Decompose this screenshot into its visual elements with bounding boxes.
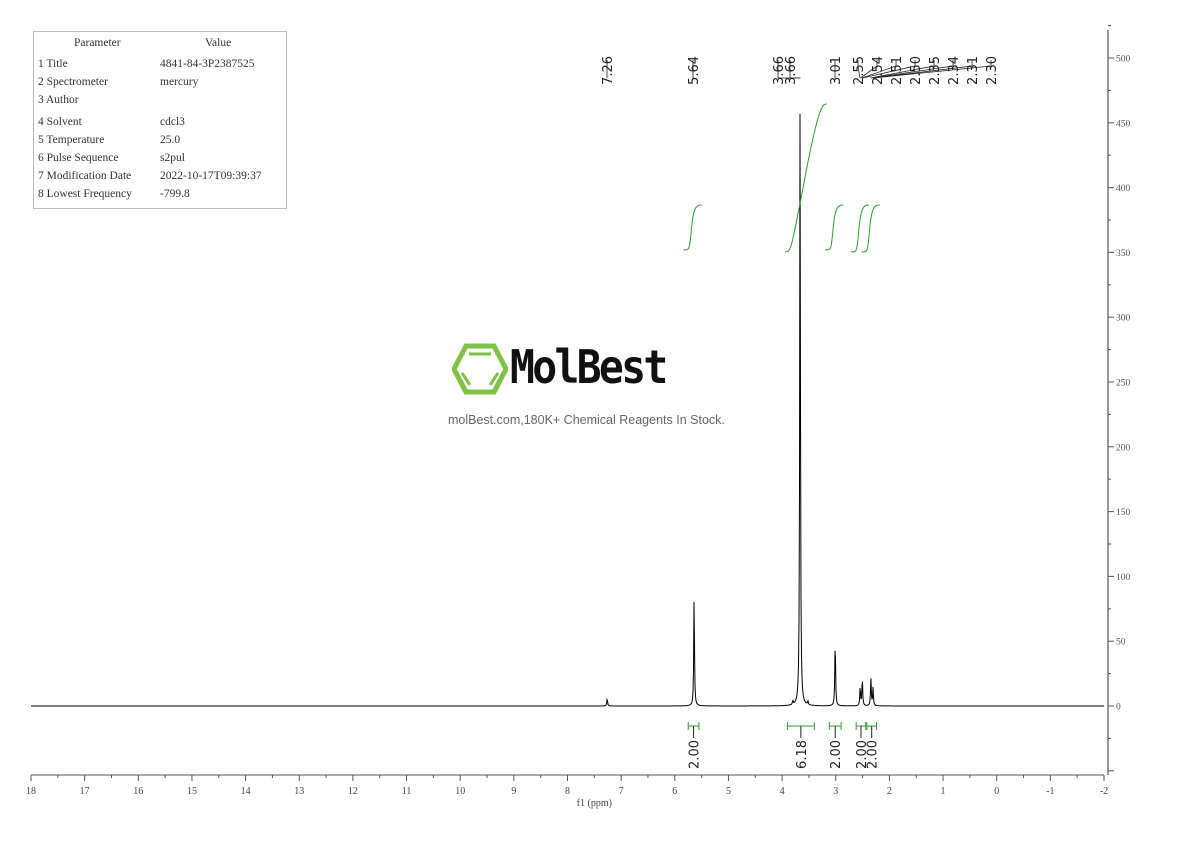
y-tick-label: 200 xyxy=(1116,443,1131,453)
x-tick-label: 8 xyxy=(565,786,570,797)
parameter-header: Parameter xyxy=(74,37,121,49)
y-tick-label: 500 xyxy=(1116,55,1131,65)
parameter-value: 4841-84-3P2387525 xyxy=(160,58,255,70)
peak-label-connector xyxy=(870,60,935,79)
parameter-name: 2 Spectrometer xyxy=(38,76,108,88)
peak-label-connector xyxy=(872,60,973,79)
peak-label: 2.30 xyxy=(985,56,1000,85)
peak-label: 3.01 xyxy=(829,56,844,85)
parameter-name: 3 Author xyxy=(38,94,79,106)
peak-label: 2.51 xyxy=(890,56,905,85)
y-tick-label: 0 xyxy=(1116,703,1121,713)
peak-label-connector xyxy=(861,60,897,79)
molbest-logo-icon xyxy=(452,343,508,395)
y-tick-label: 50 xyxy=(1116,638,1126,648)
peak-label-connector xyxy=(789,60,801,79)
peak-label: 2.50 xyxy=(909,56,924,85)
integral-curve xyxy=(850,204,869,253)
peak-label-connector xyxy=(692,60,695,79)
x-tick-label: 1 xyxy=(941,786,946,797)
x-tick-label: 4 xyxy=(780,786,785,797)
parameter-value: 2022-10-17T09:39:37 xyxy=(160,170,262,182)
x-tick-label: 11 xyxy=(402,786,412,797)
x-tick-label: 7 xyxy=(619,786,624,797)
integral-value: 2.00 xyxy=(855,740,870,769)
x-tick-label: -1 xyxy=(1046,786,1054,797)
x-tick-label: 6 xyxy=(672,786,677,797)
integral-curve xyxy=(784,103,827,253)
integral-curve xyxy=(825,204,844,251)
x-tick-label: 5 xyxy=(726,786,731,797)
peak-label-connector xyxy=(862,60,916,79)
y-tick-label: 100 xyxy=(1116,573,1131,583)
y-tick-label: 400 xyxy=(1116,184,1131,194)
parameter-name: 4 Solvent xyxy=(38,116,82,128)
peak-label: 3.66 xyxy=(784,56,799,85)
integral-curve xyxy=(861,204,880,253)
x-tick-label: -2 xyxy=(1100,786,1108,797)
x-tick-label: 0 xyxy=(994,786,999,797)
x-tick-label: 9 xyxy=(511,786,516,797)
parameter-name: 7 Modification Date xyxy=(38,170,132,182)
parameter-table: Parameter Value 1 Title 4841-84-3P2387525… xyxy=(33,31,287,209)
y-tick-label: 450 xyxy=(1116,119,1131,129)
x-tick-label: 15 xyxy=(187,786,197,797)
x-axis-label: f1 (ppm) xyxy=(577,798,612,809)
parameter-value: s2pul xyxy=(160,152,185,164)
parameter-value: mercury xyxy=(160,76,199,88)
y-tick-label: 150 xyxy=(1116,508,1131,518)
parameter-value: -799.8 xyxy=(160,188,190,200)
peak-label-connector xyxy=(857,60,861,79)
parameter-name: 6 Pulse Sequence xyxy=(38,152,119,164)
x-tick-label: 16 xyxy=(133,786,143,797)
integral-value: 6.18 xyxy=(795,740,810,769)
parameter-name: 1 Title xyxy=(38,58,68,70)
peak-label-connector xyxy=(871,60,954,79)
x-tick-label: 12 xyxy=(348,786,358,797)
peak-label: 2.55 xyxy=(852,56,867,85)
x-tick-label: 3 xyxy=(833,786,838,797)
y-tick-label: 300 xyxy=(1116,314,1131,324)
x-tick-label: 10 xyxy=(455,786,465,797)
parameter-value: cdcl3 xyxy=(160,116,185,128)
x-tick-label: 13 xyxy=(294,786,304,797)
peak-label: 5.64 xyxy=(687,56,702,85)
parameter-name: 8 Lowest Frequency xyxy=(38,188,132,200)
peak-label-connector xyxy=(873,60,992,79)
parameter-value: 25.0 xyxy=(160,134,181,146)
spectrum-line xyxy=(31,113,1104,707)
peak-label-connector xyxy=(860,60,878,79)
peak-label: 2.31 xyxy=(966,56,981,85)
integral-value: 2.00 xyxy=(866,740,881,769)
integral-value: 2.00 xyxy=(829,740,844,769)
logo-tagline: molBest.com,180K+ Chemical Reagents In S… xyxy=(448,413,725,427)
integral-curve xyxy=(683,204,702,251)
parameter-name: 5 Temperature xyxy=(38,134,105,146)
x-tick-label: 2 xyxy=(887,786,892,797)
y-tick-label: 250 xyxy=(1116,379,1131,389)
x-tick-label: 14 xyxy=(241,786,251,797)
x-tick-label: 18 xyxy=(26,786,36,797)
peak-label: 7.26 xyxy=(601,56,616,85)
peak-label: 2.34 xyxy=(947,56,962,85)
y-tick-label: 350 xyxy=(1116,249,1131,259)
logo-wordmark: MolBest xyxy=(510,340,668,394)
integral-value: 2.00 xyxy=(688,740,703,769)
value-header: Value xyxy=(205,37,232,49)
x-tick-label: 17 xyxy=(80,786,90,797)
